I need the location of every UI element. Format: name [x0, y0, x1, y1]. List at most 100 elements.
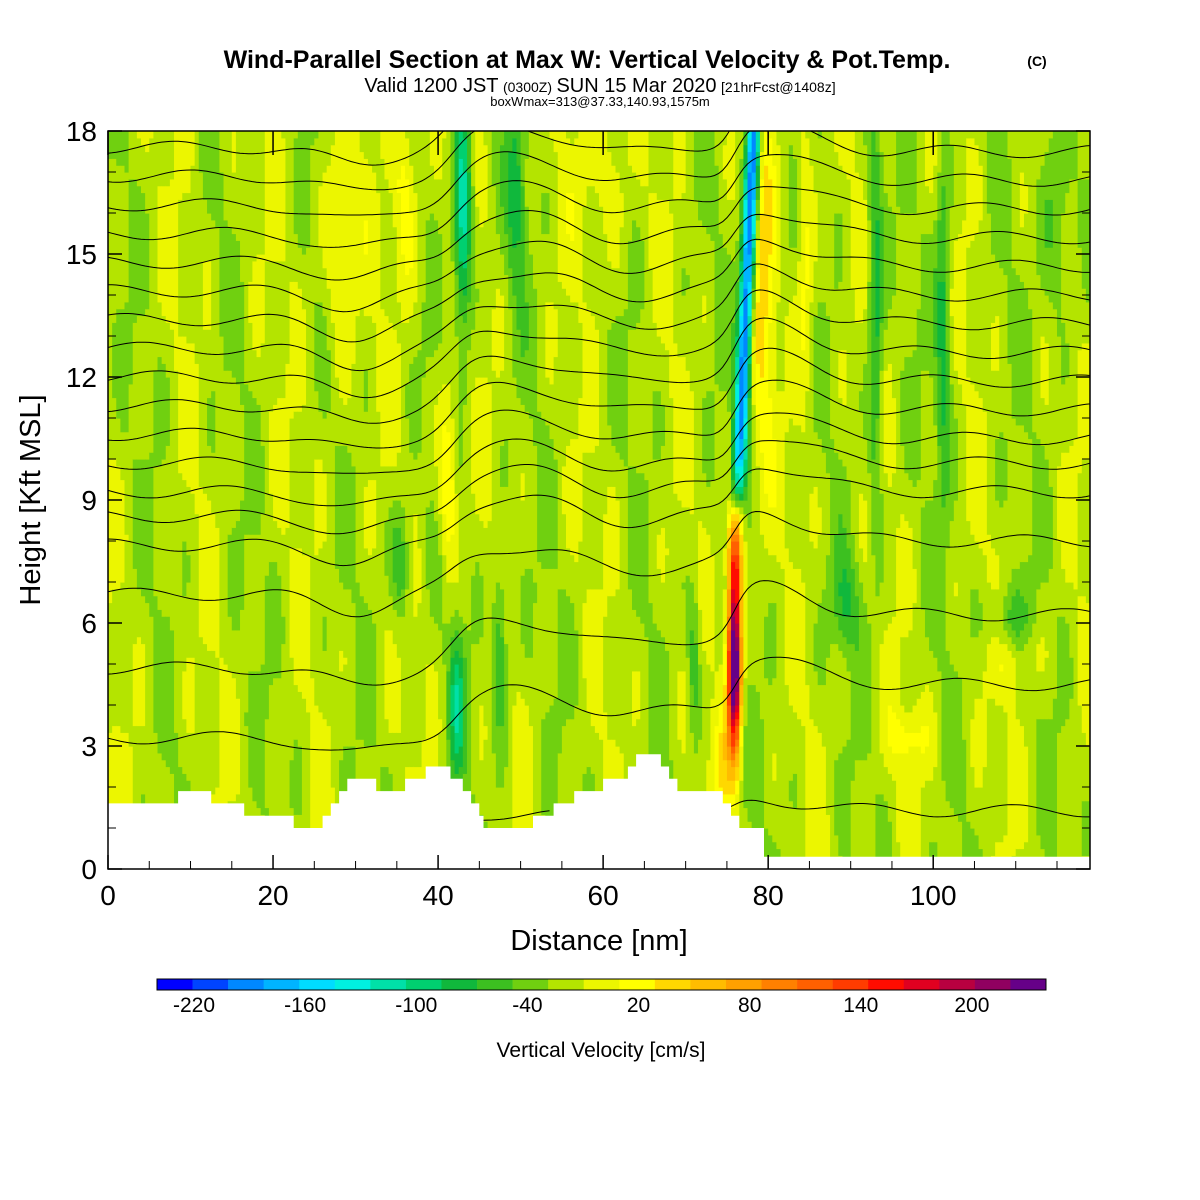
velocity-cell	[743, 199, 749, 221]
velocity-cell	[227, 370, 233, 535]
velocity-cell	[611, 486, 617, 597]
velocity-cell	[735, 356, 740, 385]
theta-contour	[108, 510, 1090, 618]
velocity-cell	[739, 281, 745, 303]
velocity-cell	[454, 240, 460, 276]
velocity-cell	[896, 527, 901, 720]
velocity-cell	[128, 131, 134, 180]
velocity-cell	[933, 657, 938, 713]
velocity-cell	[863, 438, 868, 501]
velocity-cell	[475, 288, 480, 303]
velocity-cell	[367, 165, 373, 317]
velocity-cell	[231, 377, 237, 528]
velocity-cell	[392, 329, 398, 467]
velocity-cell	[904, 636, 910, 713]
velocity-cell	[479, 131, 485, 228]
velocity-cell	[1065, 623, 1070, 720]
velocity-cell	[227, 131, 233, 228]
velocity-cell	[207, 260, 212, 330]
velocity-cell	[978, 165, 984, 221]
velocity-cell	[788, 418, 794, 563]
velocity-cell	[623, 131, 629, 310]
velocity-cell	[528, 254, 534, 419]
velocity-cell	[916, 479, 922, 699]
velocity-cell	[978, 787, 984, 850]
velocity-cell	[297, 247, 303, 289]
velocity-cell	[986, 131, 992, 214]
velocity-cell	[1023, 185, 1029, 214]
colorbar: -220 -160 -100 -40 20 80 140 200	[156, 978, 1047, 1017]
velocity-cell	[735, 554, 740, 569]
velocity-cell	[537, 411, 542, 563]
velocity-cell	[565, 131, 571, 139]
velocity-cell	[743, 144, 749, 166]
velocity-cell	[751, 233, 757, 248]
velocity-cell	[1003, 629, 1009, 645]
velocity-cell	[363, 602, 369, 747]
velocity-cell	[722, 390, 728, 549]
velocity-cell	[132, 459, 138, 569]
velocity-cell	[211, 131, 216, 221]
velocity-cell	[764, 828, 769, 869]
velocity-cell	[1011, 418, 1017, 569]
velocity-cell	[858, 759, 864, 869]
velocity-cell	[747, 315, 753, 337]
velocity-cell	[1052, 698, 1058, 869]
velocity-cell	[293, 684, 299, 740]
velocity-cell	[219, 172, 225, 337]
velocity-cell	[1052, 308, 1058, 699]
velocity-cell	[475, 377, 480, 515]
velocity-cell	[751, 213, 757, 235]
velocity-cell	[330, 322, 336, 788]
velocity-cell	[128, 383, 134, 747]
velocity-cell	[838, 459, 844, 515]
velocity-cell	[652, 192, 658, 323]
velocity-cell	[920, 609, 926, 692]
velocity-cell	[190, 342, 196, 494]
velocity-cell	[392, 609, 398, 645]
velocity-cell	[995, 841, 1000, 869]
velocity-cell	[599, 588, 604, 740]
velocity-cell	[611, 131, 617, 166]
velocity-cell	[673, 199, 678, 344]
velocity-cell	[207, 131, 212, 214]
velocity-cell	[252, 534, 258, 672]
velocity-cell	[351, 465, 357, 604]
velocity-cell	[842, 465, 848, 528]
colorbar-swatch	[583, 979, 620, 990]
velocity-cell	[970, 137, 976, 241]
velocity-cell	[1077, 472, 1083, 597]
velocity-cell	[607, 486, 612, 597]
velocity-cell	[937, 219, 943, 282]
velocity-cell	[685, 657, 691, 815]
velocity-cell	[665, 547, 670, 556]
velocity-cell	[825, 657, 831, 815]
velocity-cell	[339, 650, 344, 672]
velocity-cell	[702, 472, 707, 528]
velocity-cell	[726, 746, 732, 761]
velocity-cell	[681, 506, 687, 583]
velocity-cell	[883, 629, 889, 768]
velocity-cell	[660, 582, 666, 638]
velocity-cell	[681, 582, 687, 590]
velocity-cell	[396, 178, 402, 194]
velocity-cell	[508, 267, 513, 310]
velocity-cell	[570, 602, 575, 720]
velocity-cell	[599, 206, 604, 590]
velocity-cell	[966, 520, 971, 822]
velocity-cell	[462, 657, 468, 774]
velocity-cell	[351, 131, 357, 364]
theta-contour	[108, 440, 1090, 535]
velocity-cell	[1003, 131, 1009, 276]
velocity-cell	[702, 295, 707, 323]
velocity-cell	[681, 752, 687, 802]
velocity-cell	[491, 185, 497, 310]
velocity-cell	[141, 459, 146, 597]
velocity-cell	[537, 131, 542, 412]
velocity-cell	[731, 513, 736, 522]
velocity-cell	[949, 144, 955, 207]
x-tick-label: 20	[257, 880, 288, 911]
velocity-cell	[372, 479, 377, 549]
velocity-cell	[512, 247, 518, 296]
velocity-cell	[1011, 267, 1017, 419]
